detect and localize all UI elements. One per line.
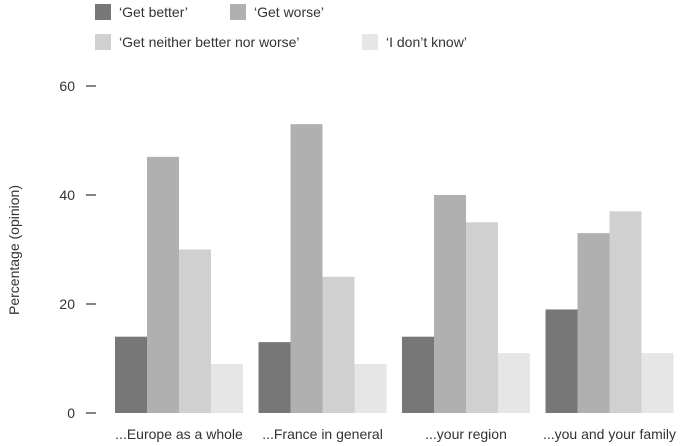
x-category-label-3: ...you and your family — [543, 426, 676, 442]
y-axis: 0 20 40 60 — [59, 78, 96, 421]
legend-label-2: ‘Get neither better nor worse’ — [119, 34, 300, 50]
legend-label-0: ‘Get better’ — [119, 4, 188, 20]
y-tick-label-40: 40 — [59, 187, 75, 203]
x-category-label-1: ...France in general — [262, 426, 383, 442]
y-tick-label-0: 0 — [67, 405, 75, 421]
bar-0-2 — [179, 249, 211, 413]
bar-2-0 — [402, 336, 434, 413]
bar-0-3 — [211, 363, 243, 413]
bars — [115, 124, 674, 414]
bar-0-1 — [147, 156, 179, 413]
bar-1-2 — [322, 276, 355, 413]
y-tick-label-60: 60 — [59, 78, 75, 94]
legend-swatch-2 — [95, 34, 111, 50]
bar-3-3 — [641, 353, 674, 413]
bar-3-1 — [577, 233, 610, 413]
x-axis: ...Europe as a whole ...France in general… — [115, 426, 676, 442]
x-category-label-0: ...Europe as a whole — [115, 426, 243, 442]
bar-3-0 — [545, 309, 578, 413]
bar-2-1 — [434, 195, 466, 413]
x-category-label-2: ...your region — [425, 426, 507, 442]
legend-swatch-3 — [362, 34, 378, 50]
bar-1-3 — [354, 363, 387, 413]
legend: ‘Get better’ ‘Get worse’ ‘Get neither bett… — [95, 4, 467, 50]
legend-swatch-1 — [230, 4, 246, 20]
bar-2-2 — [466, 222, 498, 413]
y-axis-title: Percentage (opinion) — [6, 185, 22, 315]
bar-2-3 — [498, 353, 530, 413]
bar-1-0 — [258, 342, 291, 413]
legend-label-1: ‘Get worse’ — [254, 4, 324, 20]
bar-1-1 — [290, 124, 323, 414]
legend-swatch-0 — [95, 4, 111, 20]
bar-0-0 — [115, 336, 147, 413]
bar-3-2 — [609, 211, 642, 413]
legend-label-3: ‘I don’t know’ — [386, 34, 467, 50]
y-tick-label-20: 20 — [59, 296, 75, 312]
